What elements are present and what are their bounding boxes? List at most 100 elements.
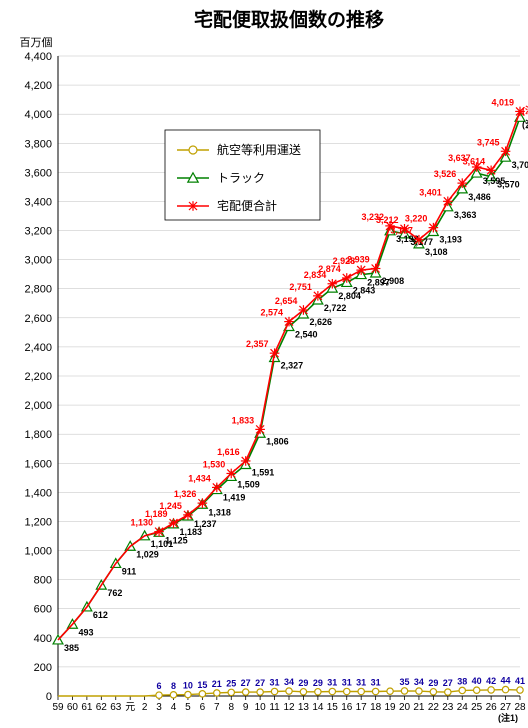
svg-text:59: 59 [52,702,64,713]
svg-text:14: 14 [312,702,324,713]
line-chart: 0 200 400 600 800 1,000 1,200 1,400 1,600 1,800 2,… [0,0,528,728]
svg-text:2,200: 2,200 [24,371,52,383]
svg-text:2,600: 2,600 [24,313,52,325]
svg-text:34: 34 [414,677,424,687]
svg-text:1,130: 1,130 [131,518,154,528]
svg-text:(注3): (注3) [522,118,528,129]
legend-label-1: トラック [217,171,265,185]
svg-text:1,400: 1,400 [24,487,52,499]
svg-text:15: 15 [197,680,207,690]
svg-text:61: 61 [81,702,93,713]
svg-text:3,363: 3,363 [454,210,477,220]
svg-text:1,200: 1,200 [24,516,52,528]
svg-text:2,654: 2,654 [275,296,298,306]
svg-text:6: 6 [200,702,206,713]
svg-text:0: 0 [46,691,52,703]
svg-text:3,800: 3,800 [24,138,52,150]
svg-text:34: 34 [284,677,294,687]
svg-text:21: 21 [413,702,425,713]
svg-text:63: 63 [110,702,122,713]
svg-text:22: 22 [428,702,440,713]
svg-text:3,570: 3,570 [497,180,520,190]
svg-text:612: 612 [93,610,108,620]
svg-text:15: 15 [327,702,339,713]
svg-text:31: 31 [270,677,280,687]
svg-text:385: 385 [64,643,79,653]
svg-text:3,600: 3,600 [24,167,52,179]
svg-text:1,419: 1,419 [223,493,246,503]
svg-text:1,800: 1,800 [24,429,52,441]
svg-text:3,400: 3,400 [24,196,52,208]
svg-text:1,237: 1,237 [194,519,217,529]
svg-text:23: 23 [442,702,454,713]
svg-text:31: 31 [327,677,337,687]
svg-text:38: 38 [457,676,467,686]
svg-text:21: 21 [212,679,222,689]
svg-text:1,600: 1,600 [24,458,52,470]
svg-text:(注3): (注3) [522,104,528,115]
svg-text:40: 40 [472,676,482,686]
svg-text:911: 911 [122,566,137,576]
svg-text:2,751: 2,751 [289,282,312,292]
svg-text:3,193: 3,193 [439,235,462,245]
svg-text:1,530: 1,530 [203,459,226,469]
svg-text:3,526: 3,526 [434,169,457,179]
svg-text:1,591: 1,591 [252,468,275,478]
svg-text:4,200: 4,200 [24,80,52,92]
svg-text:(注1): (注1) [498,712,518,723]
svg-text:400: 400 [34,633,52,645]
svg-text:27: 27 [255,678,265,688]
svg-text:27: 27 [500,702,512,713]
svg-text:29: 29 [313,678,323,688]
svg-text:1,029: 1,029 [136,549,159,559]
svg-text:493: 493 [78,627,93,637]
svg-text:10: 10 [183,681,193,691]
svg-text:1,000: 1,000 [24,546,52,558]
svg-text:29: 29 [428,678,438,688]
svg-text:60: 60 [67,702,79,713]
svg-text:2,939: 2,939 [347,255,370,265]
svg-text:9: 9 [243,702,249,713]
svg-text:2,722: 2,722 [324,303,347,313]
svg-text:1,616: 1,616 [217,447,240,457]
svg-text:31: 31 [371,677,381,687]
svg-text:27: 27 [443,678,453,688]
svg-text:10: 10 [255,702,267,713]
svg-text:1,833: 1,833 [232,415,255,425]
svg-text:31: 31 [356,677,366,687]
svg-text:26: 26 [486,702,498,713]
svg-text:4: 4 [171,702,177,713]
svg-text:27: 27 [241,678,251,688]
svg-text:7: 7 [214,702,220,713]
svg-text:5: 5 [185,702,191,713]
svg-text:11: 11 [269,702,280,713]
svg-text:44: 44 [501,676,511,686]
svg-text:2,800: 2,800 [24,284,52,296]
svg-text:29: 29 [298,678,308,688]
svg-text:1,806: 1,806 [266,436,289,446]
svg-text:200: 200 [34,662,52,674]
svg-text:25: 25 [226,678,236,688]
svg-text:1,245: 1,245 [159,501,182,511]
svg-text:28: 28 [514,702,526,713]
svg-text:35: 35 [399,677,409,687]
svg-text:1,318: 1,318 [208,507,231,517]
svg-text:3,704: 3,704 [512,160,528,170]
svg-text:25: 25 [471,702,483,713]
svg-text:2,000: 2,000 [24,400,52,412]
svg-text:1,326: 1,326 [174,489,197,499]
svg-text:2,540: 2,540 [295,330,318,340]
svg-text:4,019: 4,019 [491,97,514,107]
svg-text:3,200: 3,200 [24,226,52,238]
svg-text:800: 800 [34,575,52,587]
svg-text:3,212: 3,212 [376,215,399,225]
svg-text:42: 42 [486,676,496,686]
svg-text:20: 20 [399,702,411,713]
svg-text:8: 8 [228,702,234,713]
svg-text:600: 600 [34,604,52,616]
svg-text:2,327: 2,327 [281,361,304,371]
svg-text:3,745: 3,745 [477,137,500,147]
svg-text:17: 17 [356,702,368,713]
svg-text:16: 16 [341,702,353,713]
svg-text:元: 元 [125,702,135,713]
